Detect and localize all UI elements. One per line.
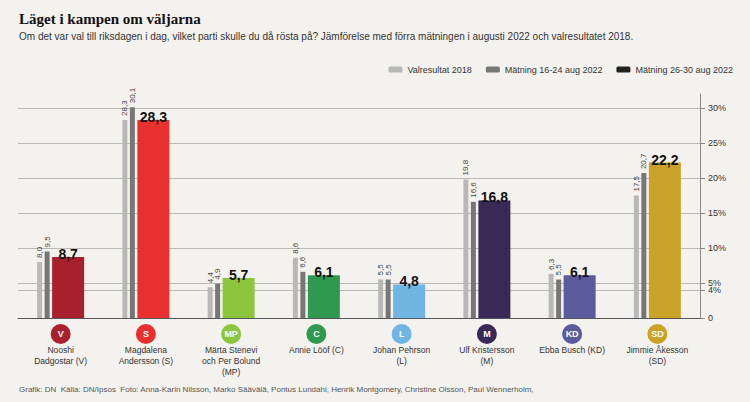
svg-text:Johan Pehrson: Johan Pehrson <box>373 345 430 355</box>
svg-text:20%: 20% <box>708 173 726 183</box>
svg-text:6,1: 6,1 <box>570 264 590 280</box>
svg-text:MP: MP <box>224 329 238 339</box>
svg-text:Annie Lööf (C): Annie Lööf (C) <box>289 345 344 355</box>
svg-text:M: M <box>483 329 491 339</box>
svg-text:8,6: 8,6 <box>291 242 300 254</box>
svg-text:Mätning 16-24 aug 2022: Mätning 16-24 aug 2022 <box>505 65 603 75</box>
svg-text:Valresultat 2018: Valresultat 2018 <box>407 65 471 75</box>
svg-text:17,5: 17,5 <box>632 175 641 191</box>
svg-text:(L): (L) <box>396 356 407 366</box>
svg-text:Andersson (S): Andersson (S) <box>119 356 173 366</box>
svg-text:28,3: 28,3 <box>140 109 167 125</box>
svg-text:5,5: 5,5 <box>376 264 386 276</box>
svg-text:5%: 5% <box>708 278 721 288</box>
svg-text:SD: SD <box>651 329 664 339</box>
svg-text:25%: 25% <box>708 138 726 148</box>
svg-text:Ulf Kristersson: Ulf Kristersson <box>459 345 515 355</box>
svg-text:(SD): (SD) <box>649 356 667 366</box>
svg-text:5,7: 5,7 <box>229 267 249 283</box>
svg-text:0: 0 <box>708 313 713 323</box>
svg-text:5,5: 5,5 <box>384 264 393 276</box>
svg-text:22,2: 22,2 <box>651 152 678 168</box>
svg-text:8,0: 8,0 <box>35 246 45 258</box>
svg-text:Grafik: DN Källa: DN/Ipsos F: Grafik: DN Källa: DN/Ipsos Foto: Anna-Ka… <box>19 385 534 394</box>
svg-text:30%: 30% <box>708 103 726 113</box>
svg-text:Ebba Busch (KD): Ebba Busch (KD) <box>539 345 605 355</box>
svg-text:16,8: 16,8 <box>481 189 508 205</box>
svg-text:Dadgostar (V): Dadgostar (V) <box>34 356 87 366</box>
svg-text:6,3: 6,3 <box>546 258 556 270</box>
svg-text:Om det var val till riksdagen: Om det var val till riksdagen i dag, vil… <box>19 31 633 42</box>
svg-text:8,7: 8,7 <box>58 246 78 262</box>
svg-text:Mätning 26-30 aug 2022: Mätning 26-30 aug 2022 <box>635 65 733 75</box>
svg-text:(MP): (MP) <box>222 367 241 377</box>
svg-text:Jimmie Åkesson: Jimmie Åkesson <box>626 345 688 355</box>
svg-text:9,5: 9,5 <box>43 236 52 248</box>
svg-text:30,1: 30,1 <box>128 87 137 103</box>
svg-text:S: S <box>143 329 149 339</box>
svg-text:Magdalena: Magdalena <box>125 345 167 355</box>
svg-text:4,9: 4,9 <box>213 268 222 280</box>
svg-text:4%: 4% <box>708 285 721 295</box>
svg-text:och Per Bolund: och Per Bolund <box>202 356 260 366</box>
svg-text:(M): (M) <box>481 356 494 366</box>
svg-text:5,5: 5,5 <box>554 264 563 276</box>
svg-text:Läget i kampen om väljarna: Läget i kampen om väljarna <box>19 11 201 27</box>
svg-text:10%: 10% <box>708 243 726 253</box>
svg-text:V: V <box>58 329 64 339</box>
svg-text:Märta Stenevi: Märta Stenevi <box>205 345 258 355</box>
svg-text:20,7: 20,7 <box>639 153 648 169</box>
svg-text:6,1: 6,1 <box>314 264 334 280</box>
svg-text:16,6: 16,6 <box>469 182 478 198</box>
svg-text:Nooshi: Nooshi <box>47 345 74 355</box>
svg-text:C: C <box>313 329 320 339</box>
svg-text:28,3: 28,3 <box>120 100 130 116</box>
svg-text:4,8: 4,8 <box>399 273 419 289</box>
svg-text:6,6: 6,6 <box>298 256 307 268</box>
svg-text:4,4: 4,4 <box>205 272 215 284</box>
svg-text:KD: KD <box>566 329 579 339</box>
svg-text:19,8: 19,8 <box>461 159 470 175</box>
svg-text:15%: 15% <box>708 208 726 218</box>
svg-text:L: L <box>399 329 405 339</box>
